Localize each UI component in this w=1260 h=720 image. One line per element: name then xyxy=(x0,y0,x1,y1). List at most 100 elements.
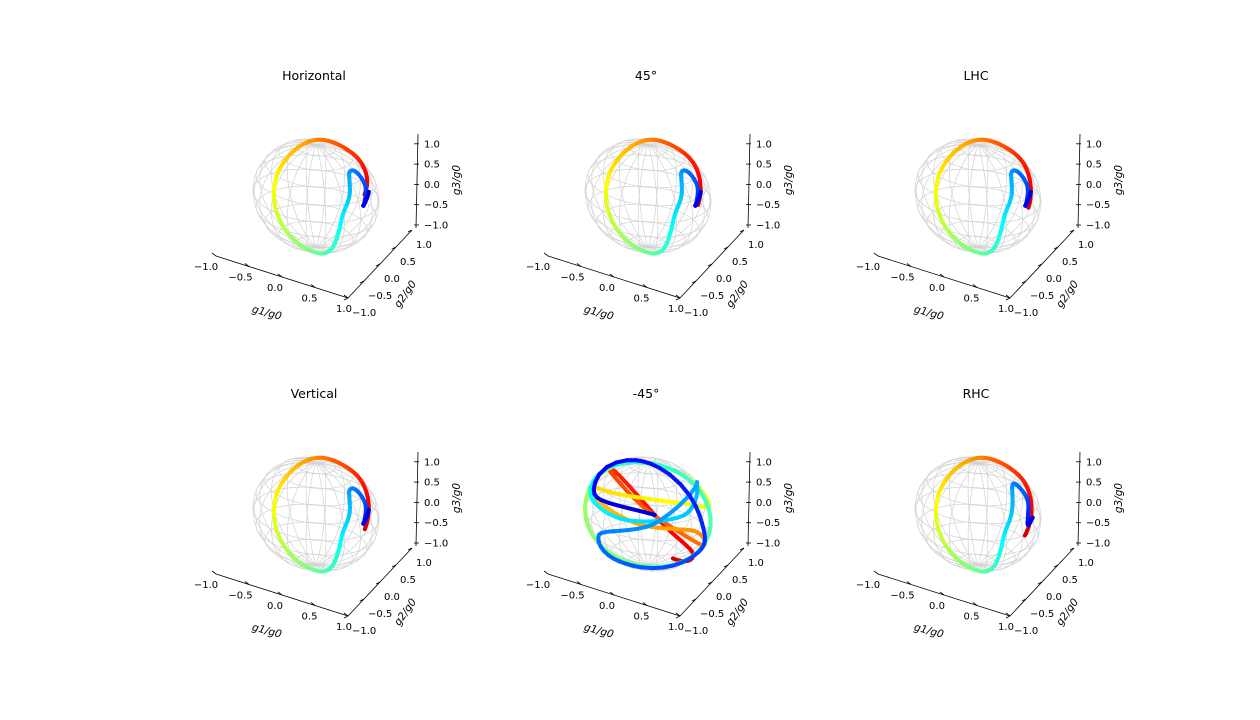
x-tick xyxy=(675,612,681,617)
meridian-line xyxy=(603,144,649,250)
x-tick xyxy=(939,591,945,596)
y-tick xyxy=(1021,280,1027,284)
z-axis-label: g3/g0 xyxy=(1113,483,1125,514)
z-tick-label: −0.5 xyxy=(424,518,448,529)
meridian-line xyxy=(948,144,979,252)
sphere-wireframe xyxy=(252,456,380,572)
trajectory xyxy=(271,455,371,574)
meridian-line xyxy=(315,144,373,250)
z-tick-label: 1.0 xyxy=(756,457,772,468)
y-tick xyxy=(1037,263,1043,267)
y-tick-label: 0.0 xyxy=(1046,592,1062,603)
z-tick-label: 0.0 xyxy=(424,498,440,509)
meridian-line xyxy=(618,462,649,570)
meridian-line xyxy=(585,143,649,248)
y-tick xyxy=(1069,229,1075,233)
z-tick-label: 0.0 xyxy=(756,180,772,191)
trajectory-segment xyxy=(647,511,657,517)
x-tick xyxy=(906,263,912,267)
x-tick-label: −0.5 xyxy=(890,591,914,602)
meridian-line xyxy=(977,144,1035,250)
meridian-line xyxy=(253,143,317,248)
z-tick-label: 0.0 xyxy=(1086,180,1102,191)
x-tick xyxy=(972,284,978,288)
x-tick-label: 0.5 xyxy=(634,612,650,623)
x-tick-label: −0.5 xyxy=(228,273,252,284)
meridian-line xyxy=(315,462,361,570)
z-tick-label: −1.0 xyxy=(756,221,780,232)
meridian-line xyxy=(915,461,979,566)
x-tick xyxy=(972,602,978,606)
y-tick-label: 0.5 xyxy=(732,257,748,268)
y-tick xyxy=(1053,564,1059,568)
x-tick-label: 0.0 xyxy=(267,601,283,612)
meridian-line xyxy=(315,144,361,252)
x-tick-label: −1.0 xyxy=(526,262,550,273)
meridian-line xyxy=(933,144,979,250)
x-tick xyxy=(675,294,681,299)
meridian-line xyxy=(271,462,317,568)
z-axis-line xyxy=(1077,133,1081,229)
z-tick-label: −1.0 xyxy=(424,221,448,232)
x-tick xyxy=(642,284,648,288)
meridian-line xyxy=(977,462,1023,570)
y-tick-label: −0.5 xyxy=(1030,609,1054,620)
y-tick-label: −0.5 xyxy=(1030,291,1054,302)
trajectory xyxy=(933,137,1033,256)
meridian-line xyxy=(271,458,317,566)
trajectory-segment xyxy=(366,189,371,196)
x-tick xyxy=(873,252,879,257)
meridian-line xyxy=(933,140,979,248)
meridian-line xyxy=(271,140,317,248)
y-tick-label: 0.5 xyxy=(1062,575,1078,586)
meridian-line xyxy=(618,456,649,566)
z-tick-label: −1.0 xyxy=(424,539,448,550)
axes-3d: −1.0−0.50.00.51.0g1/g0 −1.0−0.50.00.51.0g… xyxy=(526,133,795,323)
x-tick-label: 1.0 xyxy=(998,304,1014,315)
y-tick-label: 1.0 xyxy=(748,558,764,569)
z-tick-label: 0.5 xyxy=(756,478,772,489)
z-tick-label: −0.5 xyxy=(424,200,448,211)
y-tick-label: 1.0 xyxy=(416,558,432,569)
x-tick xyxy=(642,602,648,606)
x-tick xyxy=(576,581,582,585)
y-tick xyxy=(1005,615,1011,619)
trajectory-segment xyxy=(698,189,703,196)
meridian-line xyxy=(286,456,317,566)
meridian-line xyxy=(618,138,649,248)
y-tick xyxy=(691,280,697,284)
y-tick xyxy=(343,297,349,301)
y-tick xyxy=(375,581,381,585)
x-tick-label: 0.5 xyxy=(964,612,980,623)
x-tick xyxy=(609,591,615,596)
trajectory-segment xyxy=(666,503,681,517)
x-tick-label: 0.0 xyxy=(929,283,945,294)
meridian-line xyxy=(637,463,649,572)
x-tick-label: −1.0 xyxy=(526,580,550,591)
x-tick-label: 0.0 xyxy=(929,601,945,612)
subplot-title: RHC xyxy=(963,386,990,401)
meridian-line xyxy=(915,462,979,566)
z-tick-label: 0.5 xyxy=(424,478,440,489)
y-tick xyxy=(359,280,365,284)
x-tick xyxy=(211,252,217,257)
meridian-line xyxy=(977,462,1041,566)
trajectory-segment xyxy=(366,507,371,514)
sphere-wireframe xyxy=(252,138,380,254)
y-tick xyxy=(407,547,413,551)
x-tick-label: 1.0 xyxy=(668,304,684,315)
y-tick-label: −1.0 xyxy=(684,626,708,637)
meridian-line xyxy=(585,144,649,248)
y-tick-label: 0.0 xyxy=(384,274,400,285)
z-tick-label: −0.5 xyxy=(1086,518,1110,529)
x-tick-label: 0.5 xyxy=(302,294,318,305)
trajectory xyxy=(582,458,713,571)
y-tick xyxy=(1005,297,1011,301)
x-tick-label: 1.0 xyxy=(668,622,684,633)
x-tick xyxy=(1005,294,1011,299)
subplot-5: -45°−1.0−0.50.00.51.0g1/g0 −1.0−0.50.00.5… xyxy=(526,386,795,641)
z-tick-label: 1.0 xyxy=(424,457,440,468)
y-tick-label: 0.5 xyxy=(1062,257,1078,268)
x-tick-label: −1.0 xyxy=(194,580,218,591)
z-axis-label: g3/g0 xyxy=(783,483,795,514)
